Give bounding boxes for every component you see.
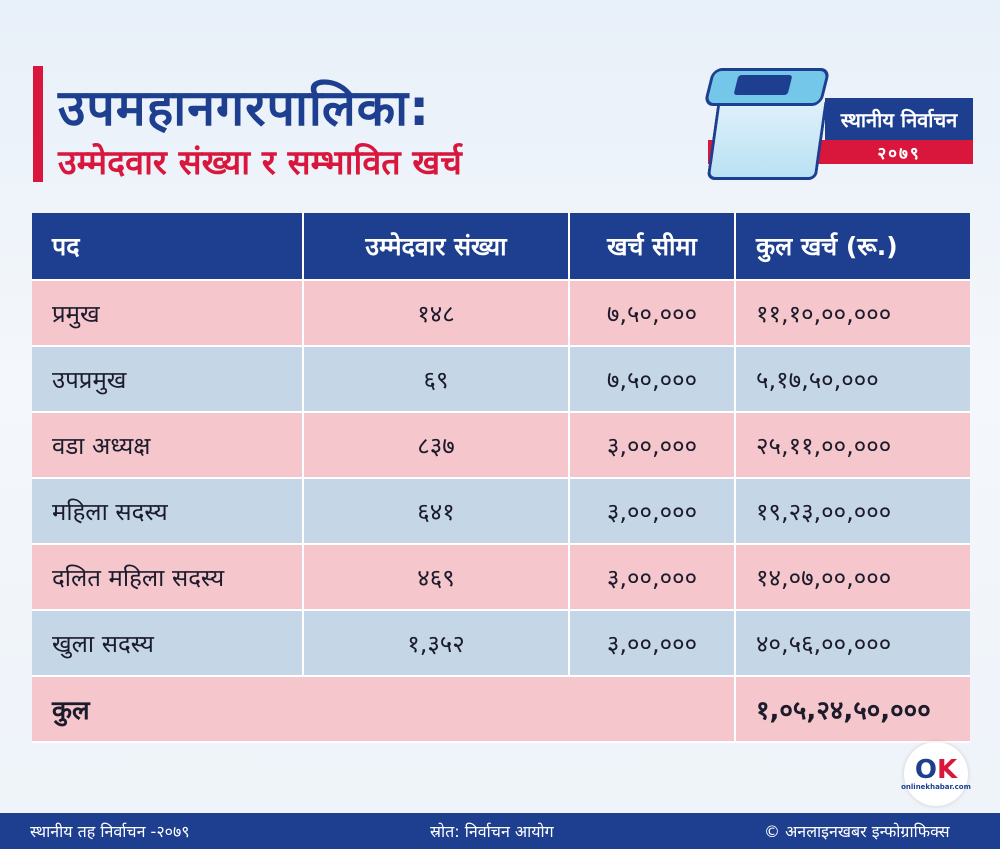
logo-label: स्थानीय निर्वाचन	[825, 98, 973, 140]
logo-text: onlinekhabar.com	[901, 783, 971, 791]
cell-limit: ३,००,०००	[570, 611, 736, 675]
table-row: वडा अध्यक्ष ८३७ ३,००,००० २५,११,००,०००	[32, 413, 970, 479]
cell-total: २५,११,००,०००	[756, 431, 892, 460]
ballot-box-icon	[706, 102, 828, 180]
onlinekhabar-logo: OK onlinekhabar.com	[901, 742, 971, 806]
title-accent-bar	[33, 66, 43, 182]
logo-year: २०७९	[877, 143, 921, 164]
table-row: प्रमुख १४८ ७,५०,००० ११,१०,००,०००	[32, 281, 970, 347]
table-total-row: कुल १,०५,२४,५०,०००	[32, 677, 970, 743]
page-subtitle: उम्मेदवार संख्या र सम्भावित खर्च	[58, 143, 462, 183]
cell-post: खुला सदस्य	[32, 611, 304, 675]
cell-post: दलित महिला सदस्य	[32, 545, 304, 609]
header-total: कुल खर्च (रू.)	[756, 232, 898, 261]
logo-letter-k: K	[936, 755, 958, 785]
cell-limit: ३,००,०००	[570, 413, 736, 477]
cell-candidates: ६९	[304, 347, 570, 411]
cell-limit: ३,००,०००	[570, 479, 736, 543]
cell-total: ५,१७,५०,०००	[756, 365, 879, 394]
cell-candidates: १,३५२	[304, 611, 570, 675]
candidate-expense-table: पद उम्मेदवार संख्या खर्च सीमा कुल खर्च (…	[32, 213, 970, 743]
footer-left: स्थानीय तह निर्वाचन -२०७९	[30, 822, 190, 841]
logo-letter-o: O	[914, 755, 937, 785]
footer-bar: स्थानीय तह निर्वाचन -२०७९ स्रोत: निर्वाच…	[0, 813, 1000, 849]
cell-total: १९,२३,००,०००	[756, 497, 892, 526]
total-label: कुल	[32, 677, 736, 741]
table-row: खुला सदस्य १,३५२ ३,००,००० ४०,५६,००,०००	[32, 611, 970, 677]
cell-post: प्रमुख	[32, 281, 304, 345]
table-row: दलित महिला सदस्य ४६९ ३,००,००० १४,०७,००,०…	[32, 545, 970, 611]
table-row: महिला सदस्य ६४१ ३,००,००० १९,२३,००,०००	[32, 479, 970, 545]
ballot-slot-icon	[733, 75, 793, 95]
cell-limit: ७,५०,०००	[570, 281, 736, 345]
cell-candidates: ८३७	[304, 413, 570, 477]
cell-total: १४,०७,००,०००	[756, 563, 892, 592]
cell-total: ११,१०,००,०००	[756, 299, 892, 328]
cell-post: उपप्रमुख	[32, 347, 304, 411]
election-logo: स्थानीय निर्वाचन २०७९	[700, 62, 975, 187]
cell-limit: ३,००,०००	[570, 545, 736, 609]
header-limit: खर्च सीमा	[570, 213, 736, 279]
cell-post: महिला सदस्य	[32, 479, 304, 543]
footer-copyright: © अनलाइनखबर इन्फोग्राफिक्स	[764, 822, 950, 841]
cell-candidates: ६४१	[304, 479, 570, 543]
footer-source: स्रोत: निर्वाचन आयोग	[430, 822, 554, 841]
page-title: उपमहानगरपालिका:	[58, 79, 431, 137]
cell-limit: ७,५०,०००	[570, 347, 736, 411]
cell-post: वडा अध्यक्ष	[32, 413, 304, 477]
table-row: उपप्रमुख ६९ ७,५०,००० ५,१७,५०,०००	[32, 347, 970, 413]
header-candidates: उम्मेदवार संख्या	[304, 213, 570, 279]
cell-total: ४०,५६,००,०००	[756, 629, 892, 658]
total-value: १,०५,२४,५०,०००	[756, 696, 931, 726]
header-post: पद	[32, 213, 304, 279]
ok-logo-icon: OK	[915, 757, 957, 783]
table-header-row: पद उम्मेदवार संख्या खर्च सीमा कुल खर्च (…	[32, 213, 970, 281]
cell-candidates: ४६९	[304, 545, 570, 609]
cell-candidates: १४८	[304, 281, 570, 345]
